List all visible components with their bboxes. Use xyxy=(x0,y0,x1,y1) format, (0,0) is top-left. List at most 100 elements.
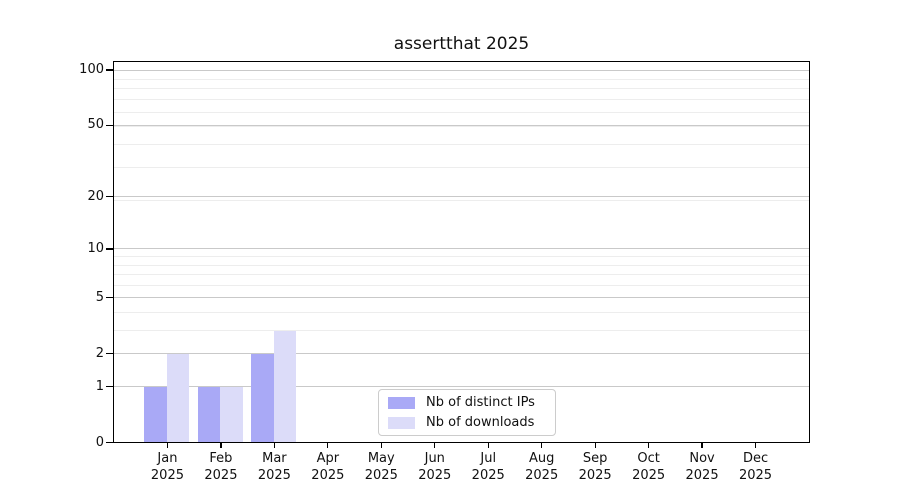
legend-item-downloads: Nb of downloads xyxy=(388,415,555,430)
legend-swatch-downloads xyxy=(388,416,415,429)
x-tick-mark xyxy=(327,443,329,448)
bar-downloads xyxy=(273,330,297,442)
y-tick-mark xyxy=(106,196,113,198)
y-tick-label: 20 xyxy=(87,188,104,204)
bar-downloads xyxy=(166,353,190,442)
x-tick-label: Mar 2025 xyxy=(232,451,316,484)
x-tick-label: Nov 2025 xyxy=(660,451,744,484)
minor-gridline xyxy=(114,330,809,332)
x-tick-month: Mar xyxy=(262,451,287,466)
y-tick-label: 1 xyxy=(95,378,104,394)
x-tick-label: Jan 2025 xyxy=(125,451,209,484)
legend-swatch-distinct-ips xyxy=(388,396,415,409)
x-tick-month: Feb xyxy=(209,451,233,466)
x-tick-month: Apr xyxy=(316,451,340,466)
y-tick-mark xyxy=(106,248,113,250)
x-tick-month: Dec xyxy=(742,451,769,466)
x-tick-month: Nov xyxy=(689,451,715,466)
x-tick-month: Aug xyxy=(528,451,555,466)
y-tick-mark xyxy=(106,353,113,355)
x-tick-year: 2025 xyxy=(525,467,559,483)
x-tick-year: 2025 xyxy=(418,467,452,483)
x-tick-month: Oct xyxy=(637,451,660,466)
x-tick-month: Jul xyxy=(480,451,497,466)
minor-gridline xyxy=(114,167,809,169)
bar-distinct-ips xyxy=(197,386,221,442)
major-gridline xyxy=(114,124,809,126)
bar-distinct-ips xyxy=(144,386,167,442)
x-tick-month: Jan xyxy=(157,451,178,466)
x-tick-year: 2025 xyxy=(578,467,612,483)
y-tick-label: 2 xyxy=(95,345,104,361)
x-tick-year: 2025 xyxy=(311,467,345,483)
x-tick-month: May xyxy=(367,451,395,466)
chart-title: assertthat 2025 xyxy=(393,34,530,54)
x-tick-year: 2025 xyxy=(257,467,291,483)
major-gridline xyxy=(114,297,809,299)
x-tick-label: Sep 2025 xyxy=(553,451,637,484)
x-tick-month: Sep xyxy=(582,451,608,466)
minor-gridline xyxy=(114,256,809,258)
bar-distinct-ips xyxy=(251,353,274,442)
x-tick-month: Jun xyxy=(424,451,445,466)
minor-gridline xyxy=(114,264,809,266)
x-tick-mark xyxy=(541,443,543,448)
y-tick-label: 5 xyxy=(95,289,104,305)
x-tick-mark xyxy=(594,443,596,448)
x-tick-year: 2025 xyxy=(632,467,666,483)
y-tick-mark xyxy=(106,297,113,299)
x-tick-year: 2025 xyxy=(738,467,773,483)
major-gridline xyxy=(114,196,809,198)
bar-downloads xyxy=(220,386,243,442)
x-tick-year: 2025 xyxy=(364,467,398,483)
y-tick-label: 0 xyxy=(95,434,104,450)
minor-gridline xyxy=(114,284,809,286)
x-tick-year: 2025 xyxy=(685,467,719,483)
major-gridline xyxy=(114,248,809,250)
x-tick-mark xyxy=(166,443,169,448)
x-tick-mark xyxy=(220,443,222,448)
x-tick-label: Apr 2025 xyxy=(286,451,370,484)
plot-area xyxy=(113,61,810,443)
x-tick-year: 2025 xyxy=(204,467,238,483)
minor-gridline xyxy=(114,126,809,128)
x-tick-mark xyxy=(754,443,757,448)
minor-gridline xyxy=(114,88,809,90)
y-tick-mark xyxy=(106,124,113,126)
x-tick-mark xyxy=(701,443,703,448)
x-tick-label: Dec 2025 xyxy=(714,451,798,484)
major-gridline xyxy=(114,69,809,71)
legend-label-distinct-ips: Nb of distinct IPs xyxy=(426,395,535,410)
y-tick-mark xyxy=(106,441,113,444)
y-tick-label: 50 xyxy=(87,117,104,133)
x-tick-label: Oct 2025 xyxy=(607,451,691,484)
x-tick-label: Jun 2025 xyxy=(393,451,477,484)
x-tick-mark xyxy=(487,443,489,448)
minor-gridline xyxy=(114,200,809,202)
major-gridline xyxy=(114,353,809,355)
y-tick-mark xyxy=(106,69,113,71)
minor-gridline xyxy=(114,78,809,80)
x-tick-year: 2025 xyxy=(471,467,505,483)
y-tick-mark xyxy=(106,385,113,388)
y-tick-label: 100 xyxy=(79,62,104,77)
x-tick-mark xyxy=(648,443,650,448)
minor-gridline xyxy=(114,111,809,113)
x-tick-mark xyxy=(434,443,436,448)
x-tick-mark xyxy=(380,443,382,448)
x-tick-label: Jul 2025 xyxy=(446,451,530,484)
minor-gridline xyxy=(114,274,809,276)
x-tick-label: Feb 2025 xyxy=(179,451,263,484)
x-tick-label: May 2025 xyxy=(339,451,423,484)
x-tick-year: 2025 xyxy=(150,467,184,483)
legend-item-distinct-ips: Nb of distinct IPs xyxy=(388,395,555,410)
minor-gridline xyxy=(114,312,809,314)
minor-gridline xyxy=(114,144,809,146)
x-tick-mark xyxy=(273,443,275,448)
major-gridline xyxy=(114,386,809,388)
minor-gridline xyxy=(114,99,809,101)
legend: Nb of distinct IPs Nb of downloads xyxy=(378,389,556,436)
legend-label-downloads: Nb of downloads xyxy=(426,415,535,430)
y-tick-label: 10 xyxy=(87,240,104,256)
